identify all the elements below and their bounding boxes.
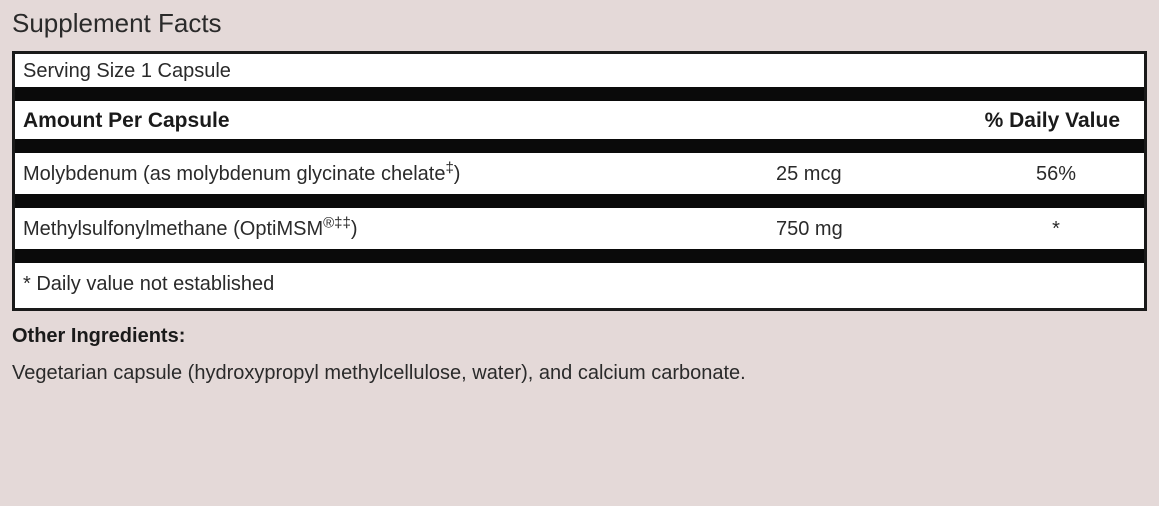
rule-1 xyxy=(15,87,1144,101)
row-msm: Methylsulfonylmethane (OptiMSM®‡‡) 750 m… xyxy=(15,208,1144,249)
header-amount-per: Amount Per Capsule xyxy=(23,109,230,133)
ingredient-name: Molybdenum (as molybdenum glycinate chel… xyxy=(23,163,776,186)
ingredient-name-text: Methylsulfonylmethane (OptiMSM xyxy=(23,218,323,240)
rule-2 xyxy=(15,139,1144,153)
supplement-facts-title: Supplement Facts xyxy=(12,8,1147,39)
rule-4 xyxy=(15,249,1144,263)
ingredient-name-text: Molybdenum (as molybdenum glycinate chel… xyxy=(23,163,445,185)
ingredient-name-close: ) xyxy=(454,163,461,185)
ingredient-amount: 25 mcg xyxy=(776,163,976,186)
row-molybdenum: Molybdenum (as molybdenum glycinate chel… xyxy=(15,153,1144,194)
ingredient-name-close: ) xyxy=(351,218,358,240)
ingredient-name: Methylsulfonylmethane (OptiMSM®‡‡) xyxy=(23,218,776,241)
serving-size: Serving Size 1 Capsule xyxy=(15,54,1144,87)
facts-panel: Serving Size 1 Capsule Amount Per Capsul… xyxy=(12,51,1147,311)
dv-footnote: * Daily value not established xyxy=(15,263,1144,308)
header-daily-value: % Daily Value xyxy=(985,109,1120,133)
ingredient-dv: * xyxy=(976,218,1136,241)
ingredient-name-sup: ®‡‡ xyxy=(323,214,351,231)
other-ingredients-text: Vegetarian capsule (hydroxypropyl methyl… xyxy=(12,362,1147,385)
other-ingredients-label: Other Ingredients: xyxy=(12,325,1147,348)
rule-3 xyxy=(15,194,1144,208)
ingredient-name-sup: ‡ xyxy=(445,159,453,176)
header-row: Amount Per Capsule % Daily Value xyxy=(15,101,1144,139)
ingredient-amount: 750 mg xyxy=(776,218,976,241)
ingredient-dv: 56% xyxy=(976,163,1136,186)
